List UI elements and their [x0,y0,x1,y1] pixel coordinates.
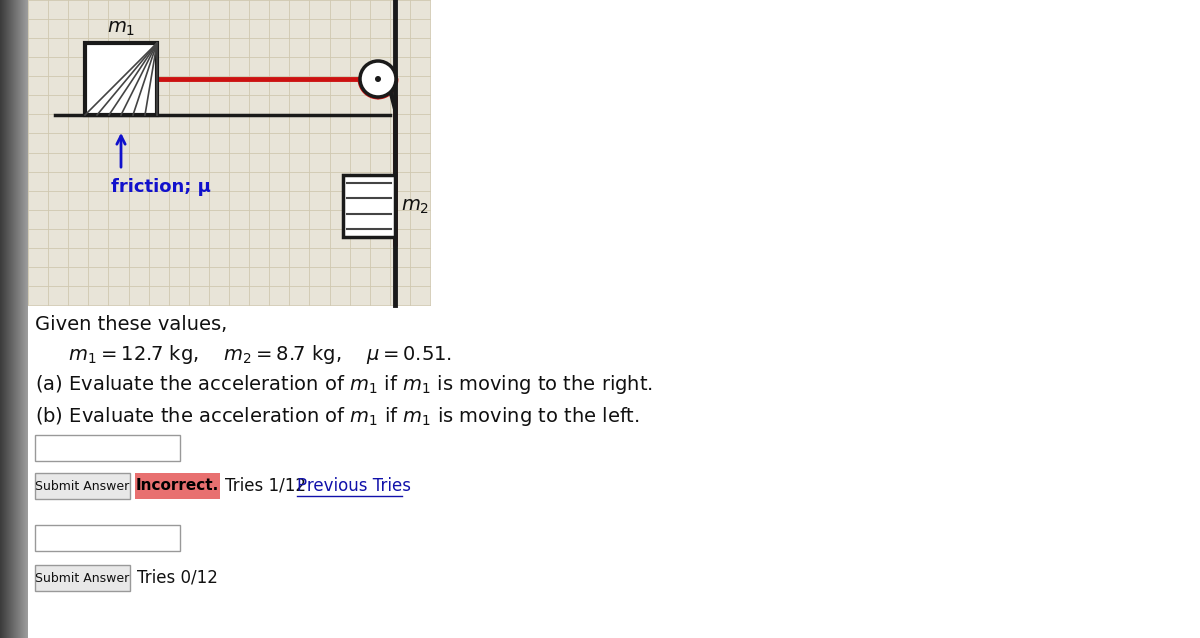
Text: Previous Tries: Previous Tries [298,477,410,495]
Text: Submit Answer: Submit Answer [35,572,130,584]
Circle shape [360,61,396,97]
Bar [35,435,180,461]
Bar [35,525,180,551]
Text: (b) Evaluate the acceleration of $m_1$ if $m_1$ is moving to the left.: (b) Evaluate the acceleration of $m_1$ i… [35,405,640,428]
Bar [85,43,157,115]
Text: Incorrect.: Incorrect. [136,478,218,494]
Text: $m_2$: $m_2$ [401,197,430,216]
Bar [35,473,130,499]
Bar [28,0,430,305]
Bar [430,0,1200,305]
Text: (a) Evaluate the acceleration of $m_1$ if $m_1$ is moving to the right.: (a) Evaluate the acceleration of $m_1$ i… [35,373,653,396]
Text: $m_1 = 12.7$ kg,    $m_2 = 8.7$ kg,    $\mu = 0.51$.: $m_1 = 12.7$ kg, $m_2 = 8.7$ kg, $\mu = … [50,343,452,366]
Text: Submit Answer: Submit Answer [35,480,130,493]
Bar [134,473,220,499]
Bar [28,305,1200,638]
Bar [0,0,28,638]
Text: friction; μ: friction; μ [112,178,211,196]
Text: Tries 0/12: Tries 0/12 [137,569,218,587]
Text: Given these values,: Given these values, [35,315,227,334]
Text: $m_1$: $m_1$ [107,19,136,38]
Text: Tries 1/12: Tries 1/12 [226,477,306,495]
Bar [35,565,130,591]
Bar [343,175,395,237]
Circle shape [374,76,382,82]
